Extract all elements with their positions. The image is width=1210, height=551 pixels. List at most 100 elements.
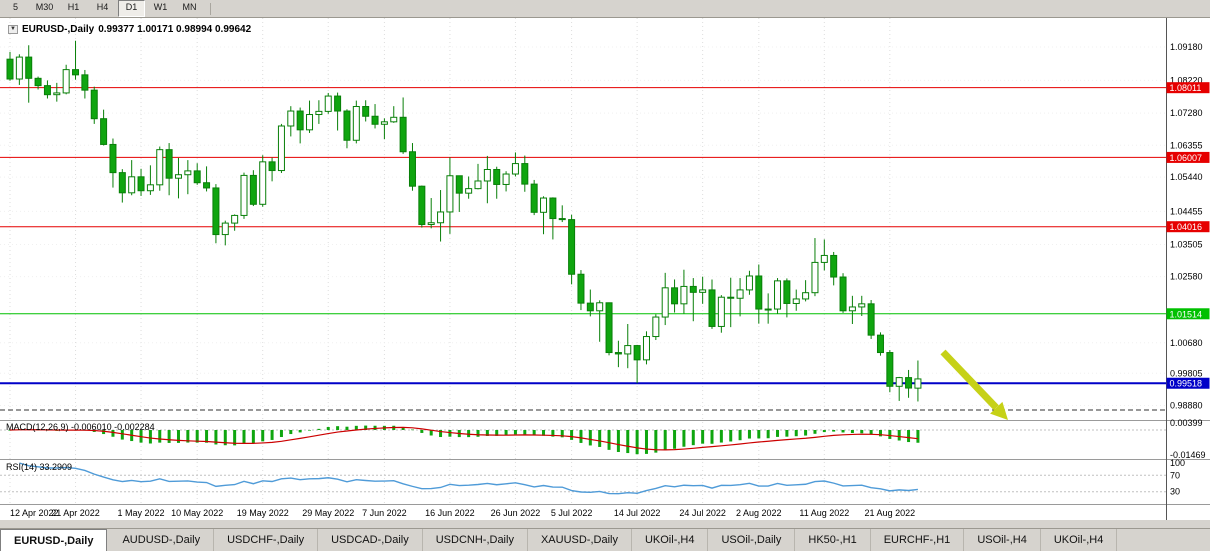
candle-body [876, 334, 884, 354]
tf-button-m30[interactable]: M30 [35, 2, 54, 12]
candle-body [128, 176, 136, 194]
candle-body [811, 261, 819, 294]
tf-button-5[interactable]: 5 [12, 2, 18, 12]
macd-histogram-bar [673, 430, 677, 449]
candle-body [203, 182, 211, 189]
tab-usoil-h4[interactable]: USOil-,H4 [964, 529, 1041, 551]
rsi-panel [0, 462, 1166, 495]
candle-body [624, 345, 632, 355]
macd-histogram-bar [251, 430, 255, 444]
macd-histogram-bar [766, 430, 770, 439]
candle-body [109, 143, 117, 174]
tab-hk50-h1[interactable]: HK50-,H1 [795, 529, 871, 551]
arrow-shaft[interactable] [940, 349, 999, 411]
candle-body [62, 69, 70, 94]
candle-body [764, 308, 772, 311]
candle-body [43, 85, 51, 96]
frame [0, 18, 1210, 520]
candle-body [315, 110, 323, 116]
macd-panel [0, 425, 1166, 455]
macd-histogram-bar [504, 430, 508, 436]
x-axis-date-label: 1 May 2022 [118, 508, 165, 518]
tab-eurusd-daily[interactable]: EURUSD-,Daily [0, 529, 108, 551]
macd-histogram-bar [102, 430, 106, 435]
tab-ukoil-h4-2[interactable]: UKOil-,H4 [1040, 529, 1118, 551]
macd-histogram-bar [738, 430, 742, 441]
candle-body [493, 168, 501, 185]
tf-button-h4[interactable]: H4 [96, 2, 109, 12]
candles [6, 40, 922, 402]
candle-body [792, 298, 800, 304]
y-axis-label: 1.09180 [1170, 42, 1203, 52]
candle-body [81, 74, 89, 91]
tab-audusd-daily[interactable]: AUDUSD-,Daily [109, 529, 215, 551]
macd-histogram-bar [785, 430, 789, 437]
price-badge-text: 1.08011 [1170, 83, 1202, 93]
candle-body [633, 345, 641, 361]
tab-ukoil-h4[interactable]: UKOil-,H4 [631, 529, 709, 551]
rsi-name: RSI(14) [6, 462, 38, 472]
rsi-indicator-label: RSI(14) 33.2909 [6, 462, 72, 472]
tf-button-d1[interactable]: D1 [118, 0, 145, 17]
candle-body [6, 58, 14, 80]
candle-body [474, 180, 482, 190]
candle-body [380, 121, 388, 125]
tab-usoil-daily[interactable]: USOil-,Daily [708, 529, 796, 551]
y-axis-label: 1.08220 [1170, 75, 1203, 85]
candle-body [174, 174, 182, 179]
macd-histogram-bar [869, 430, 873, 435]
chart-canvas[interactable]: 1.09180 1.08220 1.07280 1.06355 1.05440 1.044… [0, 18, 1210, 520]
macd-histogram-bar [560, 430, 564, 438]
tab-xauusd-daily[interactable]: XAUUSD-,Daily [527, 529, 632, 551]
macd-histogram-bar [148, 430, 152, 444]
candle-body [268, 161, 276, 172]
chart-title: ▼ EURUSD-,Daily 0.99377 1.00171 0.98994 … [8, 24, 251, 35]
toolbar-separator [210, 2, 211, 15]
x-axis-date-label: 5 Jul 2022 [551, 508, 593, 518]
macd-histogram-bar [195, 430, 199, 443]
tab-usdcnh-daily[interactable]: USDCNH-,Daily [422, 529, 528, 551]
candle-body [596, 302, 604, 312]
macd-histogram-bar [860, 430, 864, 434]
macd-histogram-bar [326, 427, 330, 430]
macd-histogram-bar [298, 430, 302, 433]
candle-body [296, 110, 304, 131]
macd-histogram-bar [401, 427, 405, 430]
candle-body [465, 188, 473, 194]
tf-button-w1[interactable]: W1 [153, 2, 168, 12]
candle-body [549, 197, 557, 220]
candle-body [905, 377, 913, 389]
macd-histogram-bar [616, 430, 620, 452]
rsi-axis-label: 30 [1170, 487, 1180, 497]
candle-body [390, 116, 398, 123]
arrow-head[interactable] [990, 401, 1008, 420]
macd-histogram-bar [719, 430, 723, 443]
macd-histogram-bar [654, 430, 658, 453]
candle-body [240, 174, 248, 216]
chart-symbol-label: EURUSD-,Daily [21, 24, 95, 35]
macd-histogram-bar [663, 430, 667, 451]
macd-histogram-bar [579, 430, 583, 443]
chart-menu-caret-icon[interactable]: ▼ [8, 25, 18, 34]
macd-histogram-bar [420, 430, 424, 433]
y-axis-label: 1.03505 [1170, 239, 1203, 249]
price-badge [1166, 151, 1210, 163]
tab-usdcad-daily[interactable]: USDCAD-,Daily [318, 529, 423, 551]
tab-usdchf-daily[interactable]: USDCHF-,Daily [214, 529, 319, 551]
tab-eurchf-h1[interactable]: EURCHF-,H1 [870, 529, 965, 551]
y-axis-label: 1.02580 [1170, 272, 1203, 282]
candle-body [652, 316, 660, 338]
macd-histogram-bar [176, 430, 180, 443]
candle-body [193, 170, 201, 184]
candle-body [53, 92, 61, 96]
candle-body [118, 172, 126, 194]
macd-histogram-bar [270, 430, 274, 440]
tf-button-h1[interactable]: H1 [67, 2, 80, 12]
macd-histogram-bar [8, 430, 12, 431]
tf-button-mn[interactable]: MN [182, 2, 197, 12]
macd-histogram-bar [644, 430, 648, 454]
candle-body [839, 276, 847, 312]
macd-histogram-bar [710, 430, 714, 444]
candle-body [352, 106, 360, 141]
candle-body [221, 222, 229, 236]
